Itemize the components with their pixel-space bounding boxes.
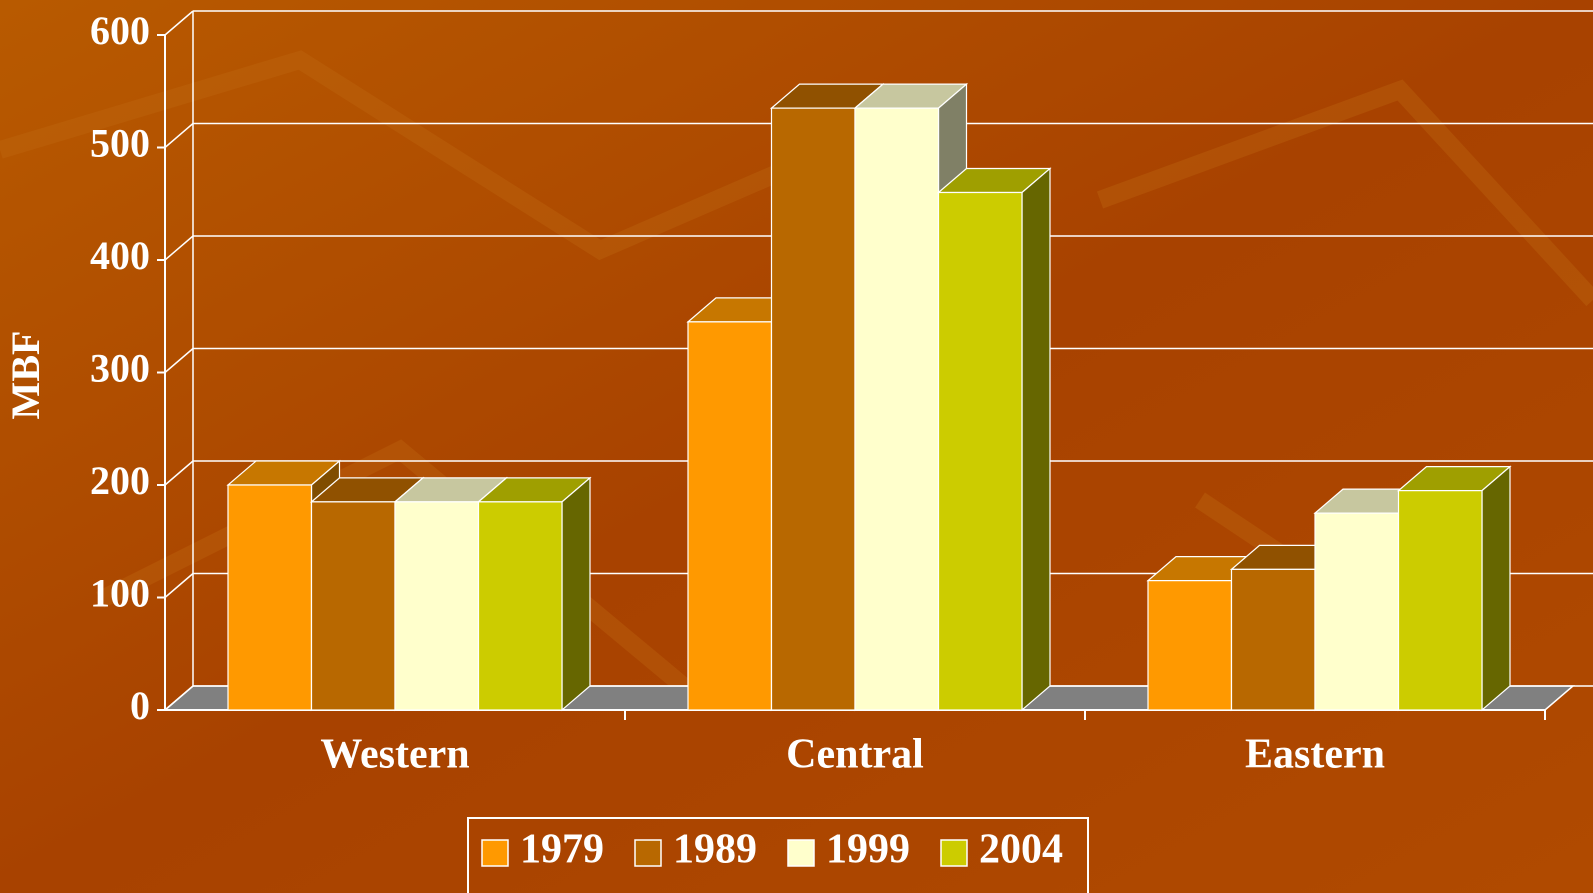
- y-tick-label: 400: [90, 233, 150, 278]
- x-tick-label: Central: [786, 732, 924, 778]
- bar: [854, 107, 940, 711]
- y-axis-label: MBF: [3, 331, 48, 420]
- wall-diagonal: [164, 235, 194, 261]
- bar: [477, 501, 563, 711]
- x-tick-label: Western: [320, 732, 469, 778]
- background-leaves: [0, 50, 1593, 708]
- y-tick-label: 100: [90, 571, 150, 616]
- bar: [310, 501, 396, 711]
- bar: [1147, 580, 1233, 711]
- legend-label: 1989: [673, 827, 757, 873]
- bar: [1397, 490, 1483, 711]
- legend-swatch: [634, 839, 662, 867]
- wall-diagonal: [164, 572, 194, 599]
- legend-label: 2004: [979, 827, 1063, 873]
- legend-label: 1999: [826, 827, 910, 873]
- bar-side: [1481, 465, 1511, 712]
- legend-swatch: [940, 839, 968, 867]
- y-tick-label: 0: [130, 683, 150, 728]
- bar: [394, 501, 480, 711]
- y-tick-label: 200: [90, 458, 150, 503]
- legend-swatch: [787, 839, 815, 867]
- x-tick-label: Eastern: [1245, 732, 1385, 778]
- bar: [227, 484, 313, 711]
- wall-diagonal: [164, 685, 194, 711]
- plot: 0 100 200 300 400 500 600 Western Central Eastern: [90, 8, 1593, 778]
- bar: [937, 191, 1023, 711]
- wall-diagonal: [164, 10, 194, 36]
- wall-diagonal: [164, 347, 194, 374]
- bar-side: [561, 476, 591, 712]
- bar: [1314, 512, 1400, 711]
- y-tick-label: 500: [90, 121, 150, 166]
- legend-box: [467, 817, 1089, 893]
- bar: [1230, 568, 1316, 711]
- legend: 1979 1989 1999 2004: [481, 827, 1063, 873]
- legend-swatch: [481, 839, 509, 867]
- bar-side: [1021, 167, 1051, 712]
- bar: [770, 107, 856, 711]
- wall-diagonal: [164, 122, 194, 149]
- bar: [687, 321, 773, 711]
- y-tick-label: 300: [90, 346, 150, 391]
- wall-diagonal: [164, 460, 194, 486]
- y-tick-label: 600: [90, 8, 150, 53]
- legend-label: 1979: [520, 827, 604, 873]
